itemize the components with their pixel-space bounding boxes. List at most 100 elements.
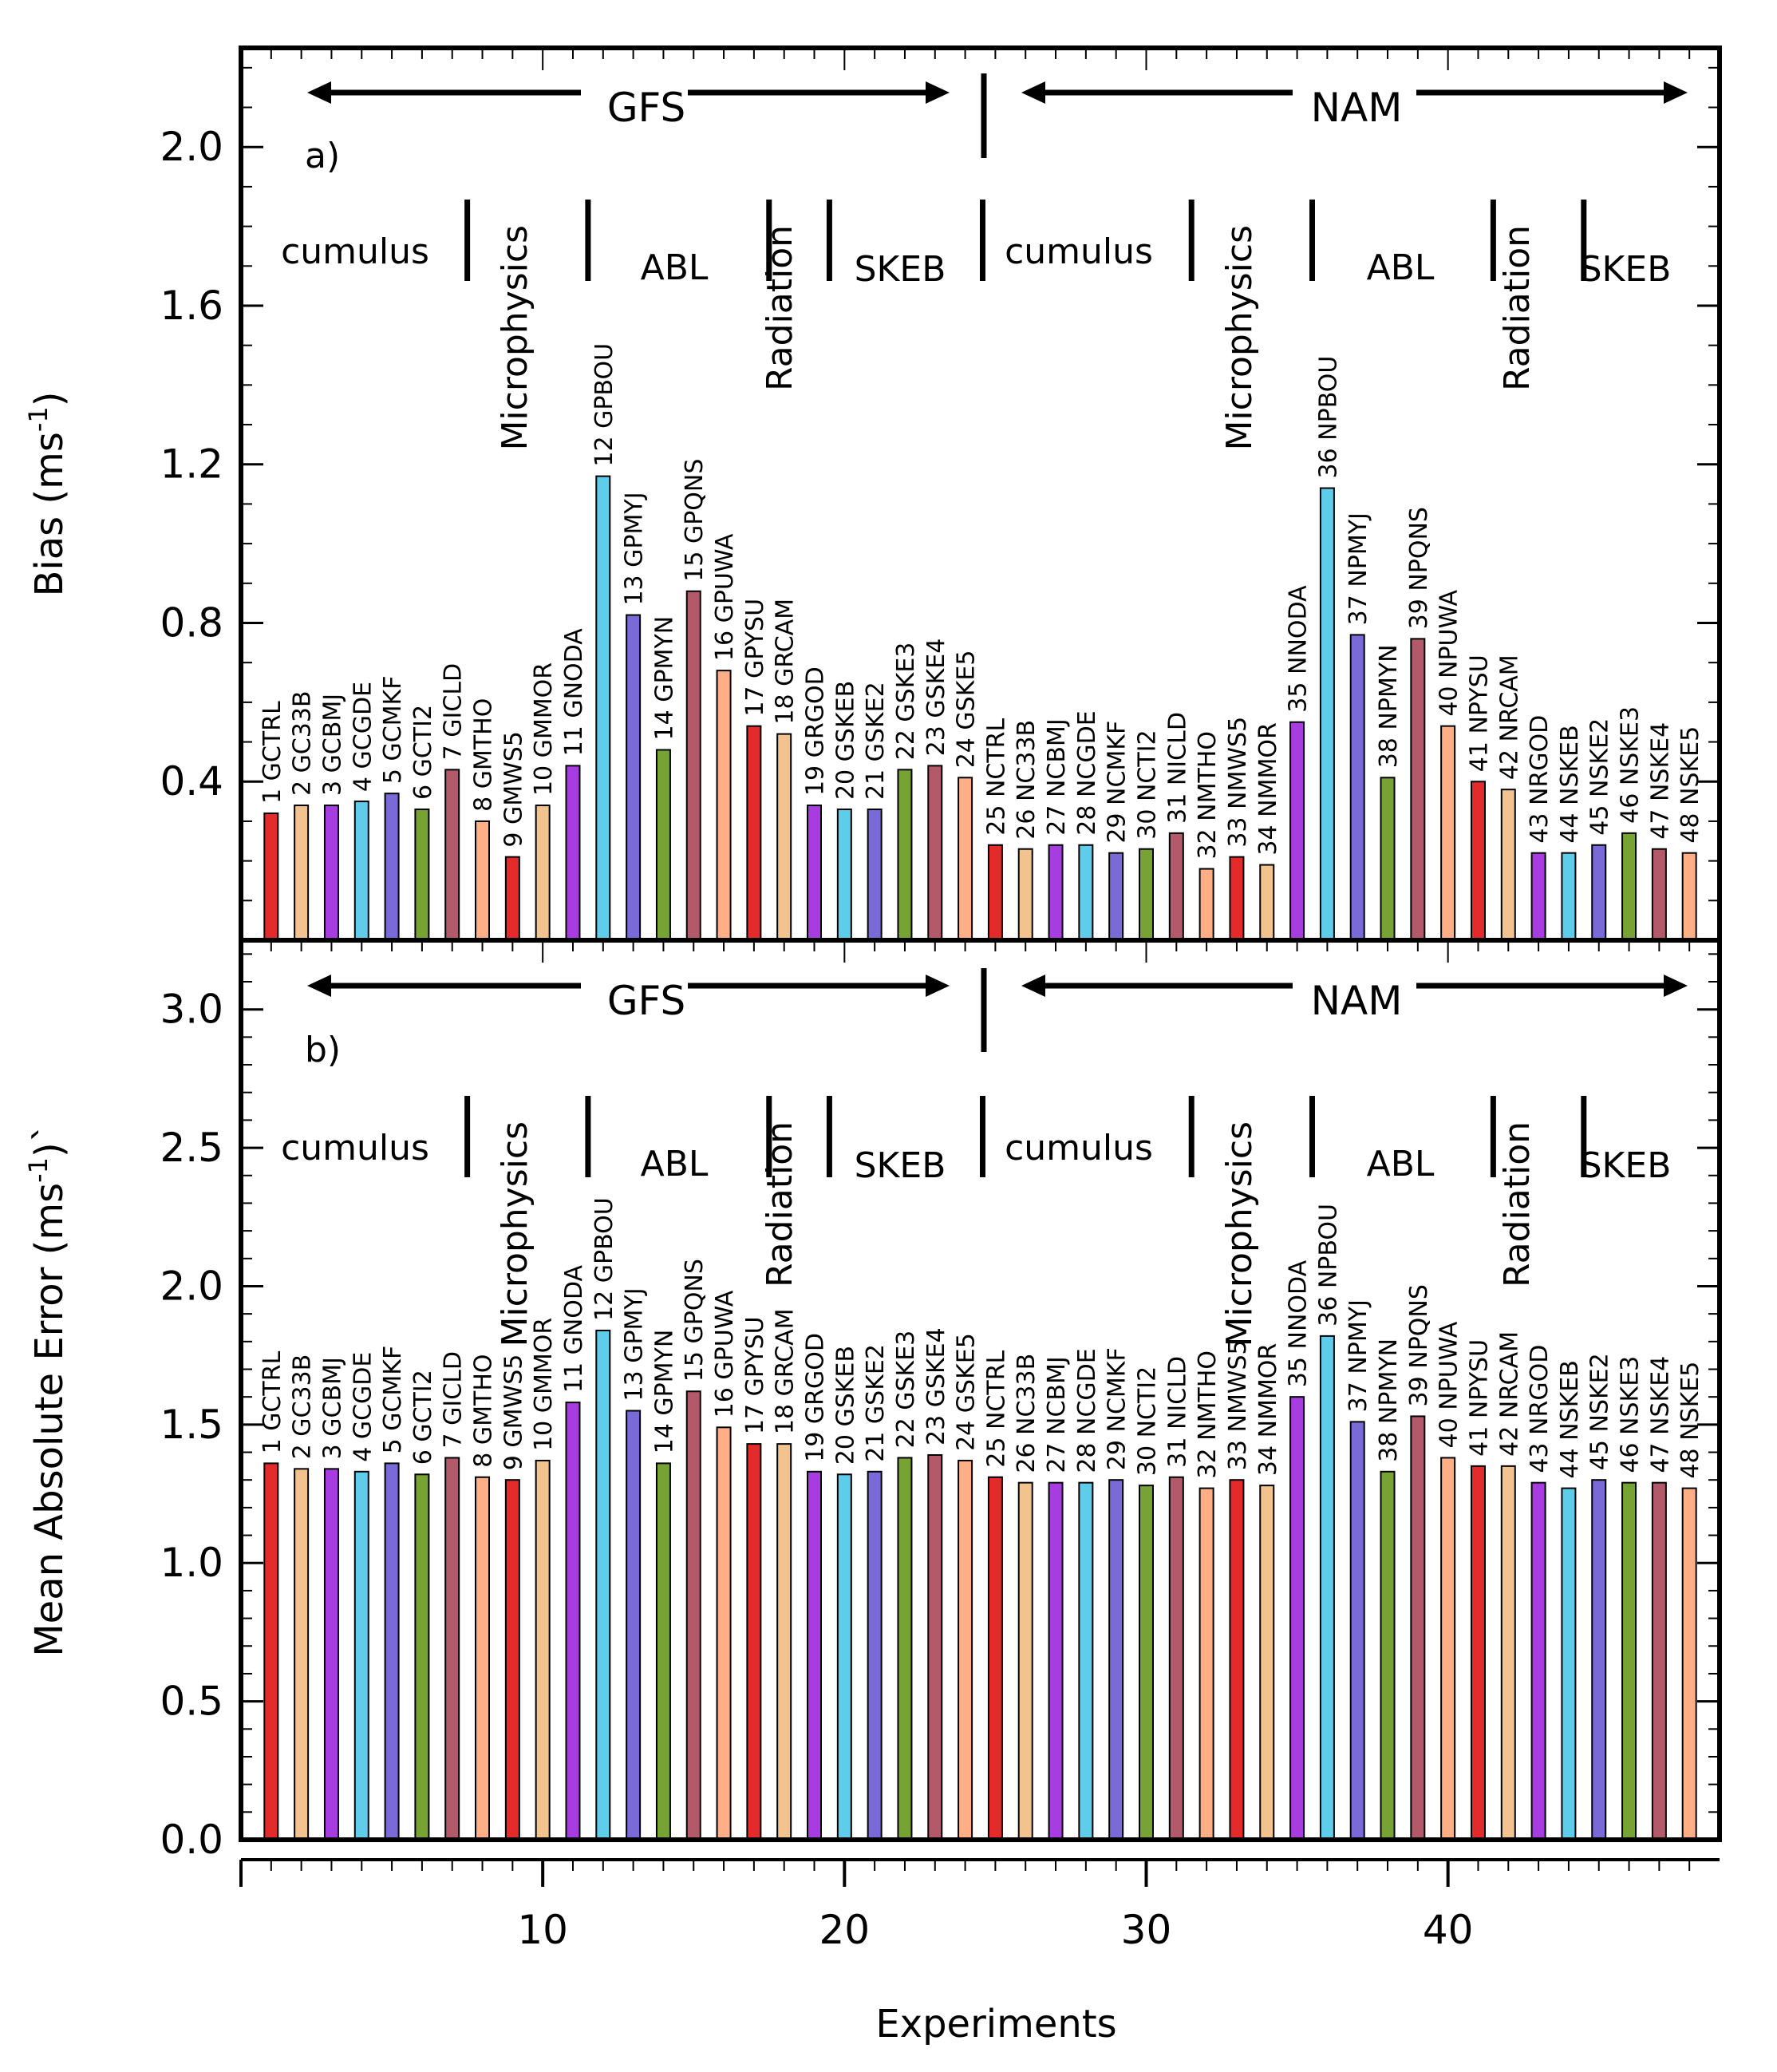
bar-a-39: [1410, 638, 1426, 941]
bar-label-a-15: 15 GPQNS: [681, 459, 709, 582]
bar-label-b-15: 15 GPQNS: [681, 1259, 709, 1382]
bar-label-a-10: 10 GMMOR: [530, 662, 558, 796]
group-label-skeb-gfs: SKEB: [855, 249, 946, 290]
bar-a-28: [1078, 844, 1094, 942]
bar-a-44: [1561, 852, 1577, 941]
bar-label-b-23: 23 GSKE4: [922, 1327, 950, 1445]
bar-a-15: [685, 590, 701, 941]
bar-label-b-21: 21 GSKE2: [862, 1344, 890, 1462]
bar-b-33: [1229, 1479, 1245, 1841]
x-tick-label-20: 20: [819, 1907, 871, 1953]
bar-label-a-46: 46 NSKE3: [1617, 706, 1645, 824]
bar-b-14: [655, 1462, 671, 1841]
bar-label-a-18: 18 GRCAM: [772, 599, 800, 725]
bar-a-48: [1681, 852, 1697, 941]
bar-label-b-45: 45 NSKE2: [1586, 1353, 1614, 1470]
bar-label-b-38: 38 NPMYN: [1375, 1338, 1403, 1462]
bar-b-17: [746, 1443, 762, 1841]
group-label-cumulus-gfs: cumulus: [281, 1128, 429, 1168]
y-tick-label: 1.2: [160, 441, 223, 488]
bar-label-b-46: 46 NSKE3: [1617, 1356, 1645, 1473]
bar-b-30: [1138, 1485, 1154, 1841]
bar-a-35: [1289, 721, 1305, 941]
group-label-skeb-gfs: SKEB: [855, 1145, 946, 1186]
bar-a-47: [1651, 848, 1667, 942]
group-label-microphysics-gfs: Microphysics: [495, 225, 535, 451]
bar-b-22: [897, 1457, 913, 1841]
bar-a-38: [1380, 777, 1396, 942]
bar-b-1: [263, 1462, 279, 1841]
group-label-microphysics-nam: Microphysics: [1219, 1121, 1260, 1347]
panel-label-b: b): [305, 1030, 341, 1070]
panel-b-mae-chart: 0.0 0.5 1.0 1.5 2.0 2.5 3.0 1 GCTRL 2 GC33B 3 GCB…: [23, 938, 1722, 1863]
bar-a-10: [535, 805, 551, 942]
bar-b-18: [776, 1443, 792, 1841]
bar-label-b-24: 24 GSKE5: [953, 1333, 981, 1451]
bar-label-b-4: 4 GCGDE: [349, 1352, 377, 1462]
bar-a-31: [1168, 832, 1184, 941]
bar-label-b-36: 36 NPBOU: [1314, 1204, 1342, 1327]
bar-a-37: [1349, 634, 1365, 941]
bar-b-19: [807, 1470, 823, 1841]
x-axis: 10 20 30 40 Experiments: [239, 1858, 1720, 2046]
bar-label-b-27: 27 NCBMJ: [1043, 1356, 1071, 1473]
bar-a-25: [987, 844, 1003, 942]
y-tick-label: 1.5: [160, 1402, 223, 1448]
bar-label-b-5: 5 GCMKF: [379, 1346, 407, 1454]
bar-label-b-1: 1 GCTRL: [259, 1350, 286, 1453]
bar-a-32: [1198, 868, 1214, 942]
bar-a-30: [1138, 848, 1154, 942]
bar-b-12: [595, 1329, 611, 1841]
bar-a-16: [716, 670, 732, 941]
y-tick-label: 0.4: [160, 758, 223, 805]
group-label-radiation-gfs: Radiation: [760, 1121, 800, 1287]
group-label-radiation-nam: Radiation: [1497, 225, 1538, 391]
bar-b-10: [535, 1459, 551, 1841]
bar-label-b-13: 13 GPMYJ: [621, 1287, 649, 1401]
bar-b-34: [1259, 1485, 1275, 1841]
bar-b-21: [867, 1470, 883, 1841]
y-tick-label: 3.0: [160, 987, 223, 1033]
bar-b-46: [1621, 1481, 1637, 1841]
x-tick-label-40: 40: [1423, 1907, 1474, 1953]
bar-a-2: [294, 805, 310, 942]
bar-label-b-37: 37 NPMYJ: [1345, 1299, 1372, 1412]
y-axis-title-a: Bias (ms-1): [23, 391, 72, 596]
bar-label-a-40: 40 NPUWA: [1435, 589, 1463, 716]
bar-b-44: [1561, 1487, 1577, 1841]
bar-b-41: [1470, 1465, 1486, 1841]
bar-label-b-7: 7 GICLD: [440, 1351, 468, 1448]
bar-label-b-19: 19 GRGOD: [802, 1333, 830, 1462]
bar-a-46: [1621, 832, 1637, 941]
bar-label-b-28: 28 NCGDE: [1073, 1348, 1101, 1473]
bar-label-b-26: 26 NC33B: [1013, 1354, 1041, 1473]
bar-label-a-23: 23 GSKE4: [922, 639, 950, 757]
bar-a-9: [504, 856, 520, 941]
bar-b-42: [1500, 1465, 1516, 1841]
bar-label-b-44: 44 NSKEB: [1556, 1360, 1584, 1478]
bar-a-3: [323, 805, 339, 942]
bar-label-a-25: 25 NCTRL: [982, 718, 1010, 835]
bar-label-a-24: 24 GSKE5: [953, 650, 981, 769]
bar-a-42: [1500, 789, 1516, 942]
bar-label-a-5: 5 GCMKF: [379, 676, 407, 785]
bar-label-a-30: 30 NCTI2: [1133, 730, 1161, 839]
bar-label-a-32: 32 NMTHO: [1194, 731, 1222, 860]
y-tick-label: 1.6: [160, 283, 223, 329]
bar-a-14: [655, 749, 671, 942]
bar-label-b-22: 22 GSKE3: [892, 1331, 920, 1449]
bar-label-a-3: 3 GCBMJ: [318, 694, 346, 796]
bar-a-20: [836, 809, 852, 941]
bar-label-b-8: 8 GMTHO: [470, 1354, 498, 1467]
bar-label-a-45: 45 NSKE2: [1586, 718, 1614, 836]
bar-b-15: [685, 1390, 701, 1841]
bar-b-25: [987, 1476, 1003, 1841]
bar-a-29: [1108, 852, 1124, 941]
bar-b-13: [626, 1410, 642, 1841]
bar-b-32: [1198, 1487, 1214, 1841]
plot-frame-b: [239, 938, 1722, 1842]
bar-b-20: [836, 1473, 852, 1841]
model-label-nam: NAM: [1311, 978, 1403, 1024]
y-axis-title-b: Mean Absolute Error (ms-1)`: [23, 1123, 72, 1656]
bar-label-a-2: 2 GC33B: [289, 690, 317, 796]
